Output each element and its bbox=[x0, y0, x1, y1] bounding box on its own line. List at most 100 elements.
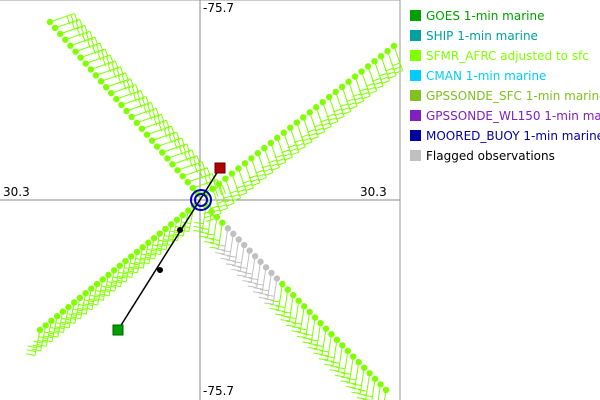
observation-point bbox=[360, 364, 368, 371]
track-point bbox=[177, 227, 183, 233]
wind-barb bbox=[341, 372, 351, 375]
wind-barb bbox=[361, 71, 371, 97]
wind-barb bbox=[116, 90, 142, 100]
wind-barb bbox=[141, 119, 167, 130]
wind-barb bbox=[258, 296, 268, 300]
observation-point bbox=[377, 381, 384, 388]
observation-point bbox=[143, 131, 151, 138]
wind-barb bbox=[259, 292, 269, 296]
wind-barb bbox=[365, 373, 371, 400]
observation-point bbox=[167, 221, 175, 228]
wind-barb bbox=[231, 268, 241, 272]
observation-point bbox=[241, 160, 249, 167]
observation-point bbox=[59, 308, 67, 315]
observation-point bbox=[77, 54, 84, 61]
observation-point bbox=[138, 125, 146, 132]
track-line bbox=[117, 167, 221, 331]
observation-point bbox=[267, 139, 275, 147]
axis-label: -75.7 bbox=[203, 384, 234, 398]
observation-point bbox=[222, 175, 229, 182]
observation-point bbox=[319, 98, 326, 106]
observation-point bbox=[82, 290, 89, 297]
observation-point bbox=[251, 252, 259, 260]
wind-barb bbox=[314, 344, 324, 347]
observation-point bbox=[358, 68, 365, 75]
wind-barb bbox=[330, 365, 340, 368]
observation-point bbox=[174, 167, 181, 174]
center-marker bbox=[194, 193, 208, 207]
observation-point bbox=[36, 326, 44, 334]
wind-barb bbox=[218, 222, 223, 249]
wind-barb bbox=[334, 374, 345, 378]
legend-swatch bbox=[410, 110, 421, 121]
observation-point bbox=[322, 325, 330, 332]
wind-barb bbox=[234, 239, 240, 266]
wind-barb bbox=[182, 167, 208, 177]
wind-barb bbox=[102, 274, 109, 301]
observation-point bbox=[162, 225, 169, 233]
wind-barb bbox=[340, 380, 350, 383]
track-point bbox=[157, 267, 163, 273]
wind-barb bbox=[322, 101, 332, 127]
observation-point bbox=[338, 83, 346, 91]
wind-barb bbox=[142, 242, 149, 269]
observation-point bbox=[390, 42, 398, 50]
wind-barb bbox=[85, 288, 92, 315]
wind-barb bbox=[351, 391, 361, 394]
observation-point bbox=[215, 180, 223, 187]
wind-barb bbox=[387, 50, 397, 76]
observation-point bbox=[279, 280, 286, 288]
wind-barb bbox=[26, 349, 36, 353]
observation-point bbox=[371, 58, 378, 65]
wind-barb bbox=[57, 311, 64, 338]
wind-barb bbox=[302, 337, 312, 340]
wind-barb bbox=[119, 261, 127, 287]
observation-point bbox=[230, 230, 237, 238]
observation-point bbox=[254, 149, 262, 157]
observation-point bbox=[311, 314, 319, 321]
observation-point bbox=[295, 297, 302, 304]
wind-barb bbox=[167, 149, 193, 159]
observation-point bbox=[150, 234, 158, 242]
wind-barb bbox=[204, 214, 214, 219]
wind-barb bbox=[275, 309, 285, 312]
observation-point bbox=[351, 73, 359, 80]
wind-barb bbox=[332, 339, 338, 366]
observation-point bbox=[345, 78, 352, 85]
wind-barb bbox=[236, 274, 246, 277]
wind-barb bbox=[371, 378, 376, 400]
wind-barb bbox=[302, 341, 312, 344]
wind-barb bbox=[105, 78, 131, 88]
wind-barb bbox=[154, 233, 161, 260]
wind-barb bbox=[265, 294, 275, 297]
wind-barb bbox=[194, 221, 204, 225]
observation-point bbox=[306, 308, 313, 316]
observation-point bbox=[156, 230, 163, 237]
legend-swatch bbox=[410, 50, 421, 61]
wind-barb bbox=[329, 369, 339, 372]
observation-point bbox=[371, 375, 379, 383]
wind-barb bbox=[218, 186, 223, 196]
wind-barb bbox=[70, 36, 96, 47]
wind-barb bbox=[256, 261, 262, 288]
wind-barb bbox=[330, 361, 340, 364]
wind-barb bbox=[254, 283, 264, 286]
observation-point bbox=[93, 280, 101, 288]
observation-point bbox=[257, 258, 264, 265]
observation-point bbox=[76, 294, 84, 302]
wind-barb bbox=[198, 235, 208, 238]
observation-point bbox=[82, 60, 89, 67]
observation-point bbox=[293, 119, 300, 126]
wind-barb bbox=[148, 238, 155, 264]
observation-point bbox=[123, 107, 130, 115]
wind-barb bbox=[346, 382, 356, 385]
observation-point bbox=[113, 95, 120, 103]
wind-barb bbox=[231, 264, 241, 268]
observation-point bbox=[88, 285, 95, 292]
wind-barb bbox=[319, 350, 329, 353]
wind-barb bbox=[227, 255, 237, 258]
wind-barb bbox=[363, 394, 373, 398]
wind-barb bbox=[281, 315, 291, 318]
observation-point bbox=[102, 84, 110, 91]
